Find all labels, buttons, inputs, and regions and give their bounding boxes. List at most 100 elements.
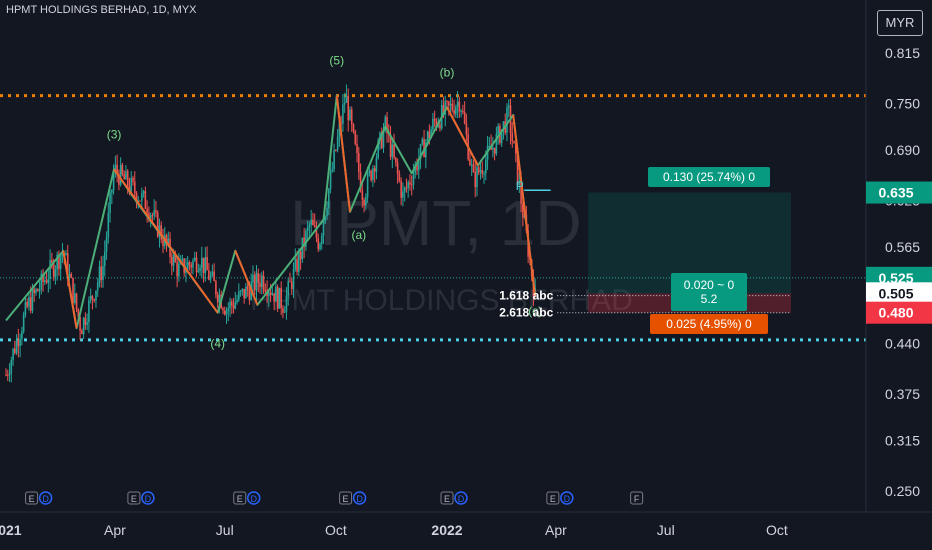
event-dividend-icon — [454, 491, 468, 505]
price-badge-3 — [866, 301, 932, 324]
candle-body — [462, 110, 464, 113]
candle-body — [396, 162, 399, 174]
candle-body — [289, 280, 291, 283]
x-tick-7: Oct — [766, 522, 788, 538]
candle-body — [89, 295, 92, 301]
candle-body — [82, 317, 85, 335]
candle-body — [331, 169, 334, 172]
candle-body — [88, 300, 90, 323]
candle-body — [10, 360, 13, 374]
candle-body — [151, 215, 154, 217]
candle-body — [146, 208, 148, 213]
candle-body — [382, 130, 385, 148]
candle-body — [206, 257, 208, 271]
candle-body — [100, 266, 103, 280]
candle-body — [227, 308, 230, 311]
candle-body — [130, 177, 133, 192]
event-dividend-letter: D — [458, 494, 465, 504]
candle-body — [234, 301, 237, 309]
candle-body — [345, 95, 348, 103]
price-badge-text-0: 0.635 — [878, 185, 913, 201]
event-earnings-icon — [233, 491, 247, 505]
event-earnings-icon — [440, 491, 454, 505]
event-earnings-letter: E — [131, 494, 137, 504]
candle-body — [269, 292, 272, 295]
wave-line-5 — [446, 106, 479, 166]
candle-body — [506, 107, 508, 133]
candle-body — [93, 299, 95, 301]
candle-body — [407, 182, 409, 188]
candle-body — [395, 157, 397, 163]
candle-body — [107, 212, 110, 238]
candle-body — [285, 295, 288, 312]
candle-body — [142, 191, 145, 193]
candle-body — [47, 279, 50, 283]
candle-body — [500, 129, 503, 144]
wave-label-1: (4) — [210, 337, 225, 351]
candle-body — [91, 295, 94, 300]
wave-line-2 — [113, 168, 219, 314]
event-earnings-letter: E — [550, 494, 556, 504]
candle-body — [260, 275, 263, 288]
candle-body — [493, 147, 496, 154]
candle-body — [172, 254, 175, 266]
candle-body — [15, 339, 18, 353]
candle-body — [460, 110, 462, 112]
candle-body — [201, 257, 203, 269]
wave-line-4 — [335, 95, 351, 213]
candle-body — [328, 188, 330, 209]
candle-body — [14, 348, 16, 353]
candle-body — [28, 297, 30, 307]
candle-body — [118, 173, 120, 185]
candle-body — [403, 187, 406, 192]
candle-body — [419, 144, 422, 160]
candle-body — [463, 112, 466, 124]
candle-body — [155, 210, 157, 213]
candle-body — [409, 182, 411, 185]
candle-body — [204, 257, 207, 273]
candle-body — [352, 124, 355, 132]
fib-label-1: 2.618 abc — [499, 306, 553, 320]
candle-body — [132, 177, 134, 182]
candle-body — [333, 149, 335, 170]
candle-body — [497, 125, 499, 135]
candle-body — [153, 210, 155, 216]
candle-body — [51, 260, 53, 263]
candle-body — [312, 219, 314, 226]
candle-body — [386, 116, 388, 134]
candle-body — [511, 132, 514, 142]
event-dividend-icon — [246, 491, 261, 505]
event-dividend-letter: D — [145, 494, 152, 504]
candle-body — [402, 191, 404, 198]
candle-body — [111, 190, 113, 193]
event-future-icon — [630, 491, 644, 505]
candle-body — [21, 331, 23, 339]
candle-body — [174, 254, 177, 262]
event-earnings-letter: E — [343, 494, 349, 504]
candle-body — [287, 280, 290, 296]
candle-body — [465, 123, 468, 135]
y-tick-8: 0.250 — [885, 483, 920, 499]
candle-body — [513, 141, 515, 144]
candle-body — [483, 173, 485, 175]
wave-label-6: P — [516, 179, 524, 193]
candle-body — [45, 280, 48, 283]
currency-button[interactable]: MYR — [877, 10, 923, 36]
candle-body — [290, 282, 293, 290]
x-tick-5: Apr — [545, 522, 567, 538]
profit-label-box — [648, 167, 770, 187]
candle-body — [216, 294, 219, 303]
candle-body — [199, 268, 201, 271]
candle-body — [112, 171, 115, 191]
candle-body — [412, 173, 415, 185]
candle-body — [35, 289, 37, 294]
candle-body — [248, 290, 251, 300]
event-earnings-icon — [25, 491, 39, 505]
candle-body — [342, 104, 344, 124]
candle-body — [12, 348, 14, 361]
candle-body — [105, 237, 108, 252]
candle-body — [24, 302, 27, 315]
candle-body — [162, 239, 164, 246]
candle-body — [215, 281, 217, 295]
